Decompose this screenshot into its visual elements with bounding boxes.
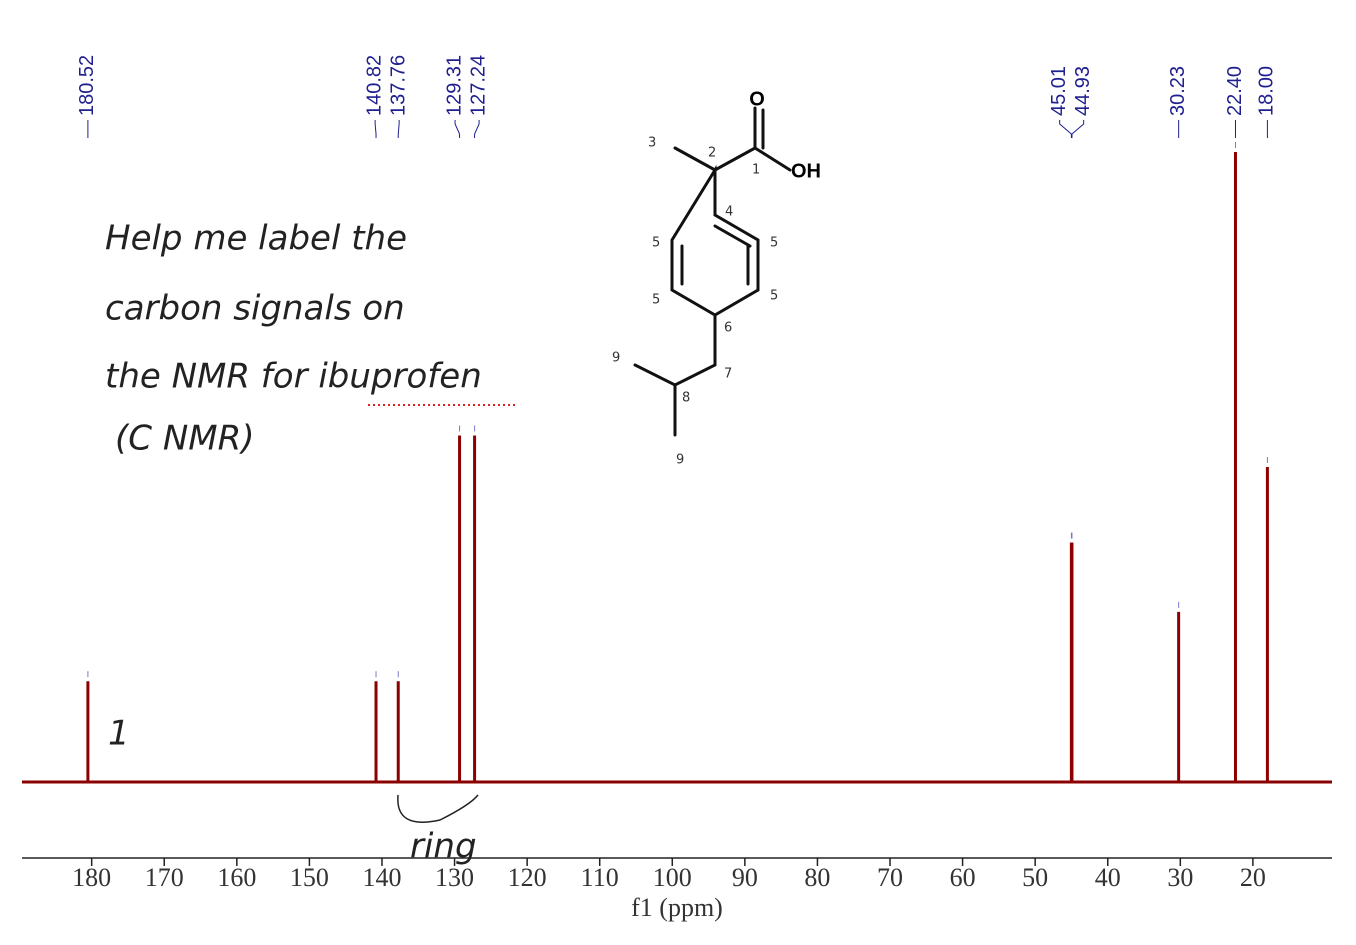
peak-label: 129.31 xyxy=(443,55,465,116)
bonds xyxy=(633,106,792,437)
carbon-number: 4 xyxy=(725,205,733,220)
label-connector xyxy=(374,120,377,138)
ring-note: ring xyxy=(410,827,477,867)
carbon-number: 9 xyxy=(612,351,620,366)
x-tick-label: 110 xyxy=(581,863,619,892)
peak-label: 18.00 xyxy=(1256,66,1278,116)
x-tick-label: 50 xyxy=(1022,863,1048,892)
carbon-number: 7 xyxy=(724,367,732,382)
label-connector xyxy=(474,120,480,138)
x-tick-label: 160 xyxy=(217,863,256,892)
label-connector xyxy=(397,120,400,138)
carbon-number: 9 xyxy=(676,453,684,468)
note-line: carbon signals on xyxy=(105,289,405,329)
carbon-number: 5 xyxy=(770,236,778,251)
x-tick-label: 130 xyxy=(435,863,474,892)
x-tick-label: 20 xyxy=(1240,863,1266,892)
peak-label: 44.93 xyxy=(1072,66,1094,116)
note-line: (C NMR) xyxy=(115,419,254,459)
carbon-number: 2 xyxy=(708,146,716,161)
x-tick-label: 40 xyxy=(1095,863,1121,892)
x-tick-label: 30 xyxy=(1167,863,1193,892)
carbon-number: 5 xyxy=(770,289,778,304)
x-tick-label: 120 xyxy=(508,863,547,892)
x-tick-label: 70 xyxy=(877,863,903,892)
peak-label: 127.24 xyxy=(467,55,489,116)
x-tick-label: 100 xyxy=(653,863,692,892)
peak-label: 140.82 xyxy=(363,55,385,116)
carbon-number: 5 xyxy=(652,293,660,308)
x-tick-label: 170 xyxy=(145,863,184,892)
carbon-number: 6 xyxy=(724,321,732,336)
note-line: the NMR for ibuprofen xyxy=(105,357,482,397)
peak-note: 1 xyxy=(108,714,130,754)
label-connector xyxy=(1059,120,1072,138)
peak-label: 137.76 xyxy=(387,55,409,116)
atom-label: O xyxy=(749,88,765,110)
x-tick-label: 80 xyxy=(804,863,830,892)
structure: O OH 3 2 1 4 5 5 5 5 6 7 8 9 9 xyxy=(612,88,821,467)
peak-label: 180.52 xyxy=(76,55,98,116)
label-connector xyxy=(1071,120,1085,138)
x-tick-label: 60 xyxy=(950,863,976,892)
note: Help me label the carbon signals on the … xyxy=(105,219,515,867)
x-axis-label: f1 (ppm) xyxy=(631,893,723,922)
carbon-number: 3 xyxy=(648,136,656,151)
x-tick-label: 180 xyxy=(72,863,111,892)
ring-bracket xyxy=(397,794,479,823)
x-tick-label: 90 xyxy=(732,863,758,892)
peak-label: 30.23 xyxy=(1167,66,1189,116)
x-tick-label: 140 xyxy=(362,863,401,892)
peak-label: 45.01 xyxy=(1048,66,1070,116)
note-line: Help me label the xyxy=(105,219,407,259)
carbon-number: 5 xyxy=(652,236,660,251)
atom-label: OH xyxy=(791,160,821,182)
carbon-number: 1 xyxy=(752,163,760,178)
label-connector xyxy=(454,120,461,138)
x-tick-label: 150 xyxy=(290,863,329,892)
peak-label: 22.40 xyxy=(1224,66,1246,116)
carbon-number: 8 xyxy=(682,391,690,406)
